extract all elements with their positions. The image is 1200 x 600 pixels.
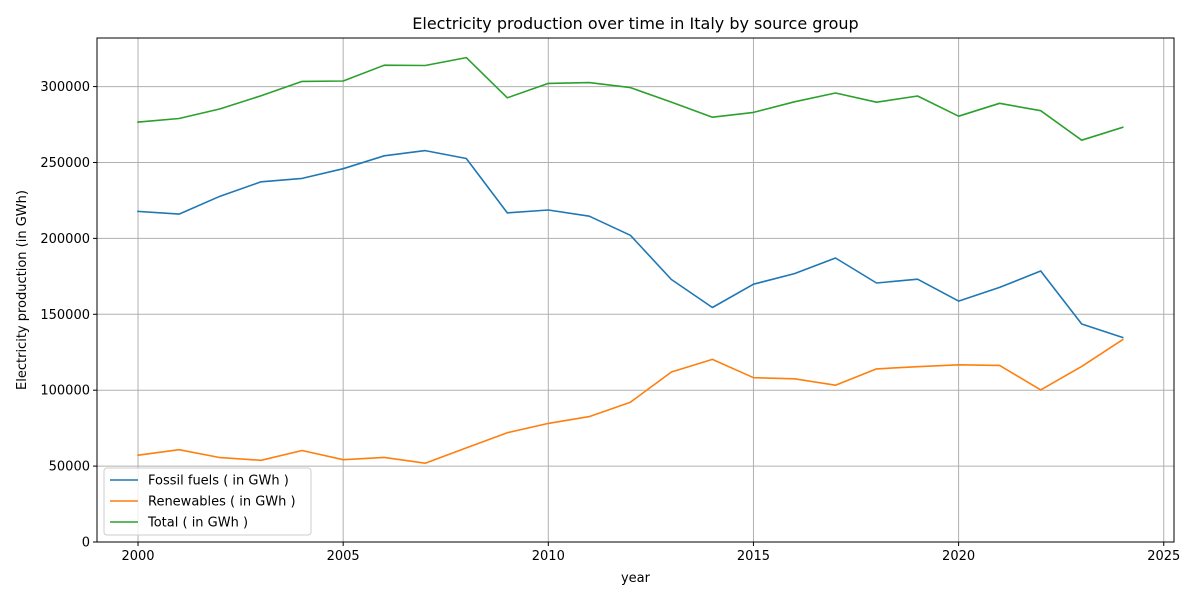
legend-label: Renewables ( in GWh ) — [148, 495, 296, 510]
legend-label: Fossil fuels ( in GWh ) — [148, 474, 289, 489]
plot-frame — [96, 37, 1175, 543]
x-tick-label: 2020 — [942, 549, 975, 564]
y-tick-label: 300000 — [40, 80, 90, 95]
y-tick-label: 100000 — [40, 384, 90, 399]
x-tick-label: 2000 — [121, 549, 154, 564]
ticks: 2000 2005 2010 2015 2020 2025 0 50000 100000 1500… — [40, 80, 1180, 564]
series-group — [137, 56, 1124, 465]
chart-title: Electricity production over time in Ital… — [412, 14, 858, 33]
x-axis-label: year — [621, 571, 651, 586]
series-line-3 — [137, 56, 1124, 141]
series-line-1 — [137, 149, 1124, 339]
series-line-2 — [137, 338, 1124, 465]
x-tick-label: 2005 — [327, 549, 360, 564]
y-tick-label: 150000 — [40, 308, 90, 323]
legend-label: Total ( in GWh ) — [147, 516, 248, 531]
x-tick-label: 2015 — [737, 549, 770, 564]
y-tick-label: 0 — [82, 536, 90, 551]
x-tick-label: 2010 — [532, 549, 565, 564]
y-tick-label: 250000 — [40, 156, 90, 171]
x-tick-label: 2025 — [1147, 549, 1180, 564]
legend-box — [103, 467, 312, 536]
y-tick-label: 50000 — [49, 460, 90, 475]
y-tick-label: 200000 — [40, 232, 90, 247]
legend: Fossil fuels ( in GWh ) Renewables ( in G… — [103, 467, 312, 536]
y-axis-label: Electricity production (in GWh) — [15, 190, 30, 390]
